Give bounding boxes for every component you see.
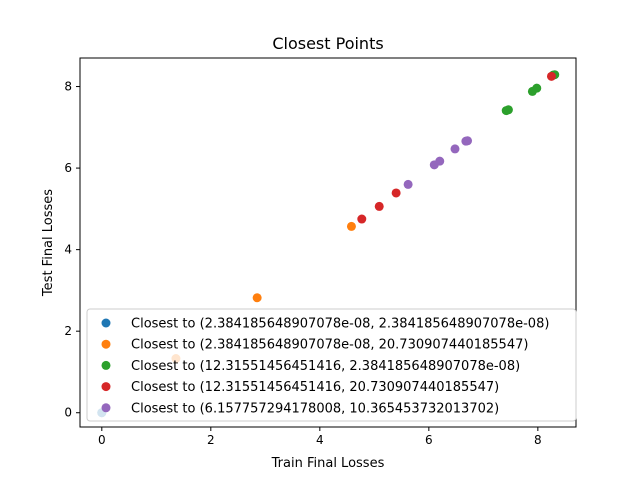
data-point-series-4 <box>463 136 473 146</box>
legend-marker-series-0 <box>101 318 111 328</box>
legend-marker-series-4 <box>101 403 111 413</box>
legend-marker-series-2 <box>101 360 111 370</box>
x-tick-label: 4 <box>316 433 324 447</box>
x-tick-label: 8 <box>534 433 542 447</box>
y-tick-label: 0 <box>64 406 72 420</box>
legend-marker-series-1 <box>101 339 111 349</box>
legend-label-series-3: Closest to (12.31551456451416, 20.730907… <box>131 380 499 395</box>
y-tick-label: 2 <box>64 324 72 338</box>
data-point-series-2 <box>532 83 542 93</box>
x-tick-label: 2 <box>207 433 215 447</box>
data-point-series-1 <box>346 221 356 231</box>
data-point-series-2 <box>503 105 513 115</box>
ticks: 0 2 4 6 8 0 2 4 6 8 <box>64 80 541 447</box>
data-point-series-3 <box>374 201 384 211</box>
y-tick-label: 6 <box>64 161 72 175</box>
data-point-series-3 <box>357 214 367 224</box>
data-point-series-4 <box>450 144 460 154</box>
data-point-series-1 <box>252 293 262 303</box>
legend-box <box>86 308 577 422</box>
legend-label-series-2: Closest to (12.31551456451416, 2.3841856… <box>131 359 520 374</box>
axes <box>79 57 577 428</box>
data-point-series-3 <box>391 188 401 198</box>
plot-frame <box>79 57 577 428</box>
data-point-series-4 <box>435 156 445 166</box>
data-point-series-3 <box>546 71 556 81</box>
x-tick-label: 6 <box>425 433 433 447</box>
legend: Closest to (2.384185648907078e-08, 2.384… <box>86 308 577 422</box>
y-tick-label: 8 <box>64 80 72 94</box>
legend-marker-series-3 <box>101 382 111 392</box>
data-point-series-4 <box>403 179 413 189</box>
x-axis-label: Train Final Losses <box>271 456 385 471</box>
y-tick-label: 4 <box>64 243 72 257</box>
legend-label-series-1: Closest to (2.384185648907078e-08, 20.73… <box>131 338 528 353</box>
y-axis-label: Test Final Losses <box>41 189 56 297</box>
legend-label-series-4: Closest to (6.157757294178008, 10.365453… <box>131 401 499 416</box>
legend-label-series-0: Closest to (2.384185648907078e-08, 2.384… <box>131 317 549 332</box>
x-tick-label: 0 <box>98 433 106 447</box>
chart-title: Closest Points <box>272 34 383 53</box>
